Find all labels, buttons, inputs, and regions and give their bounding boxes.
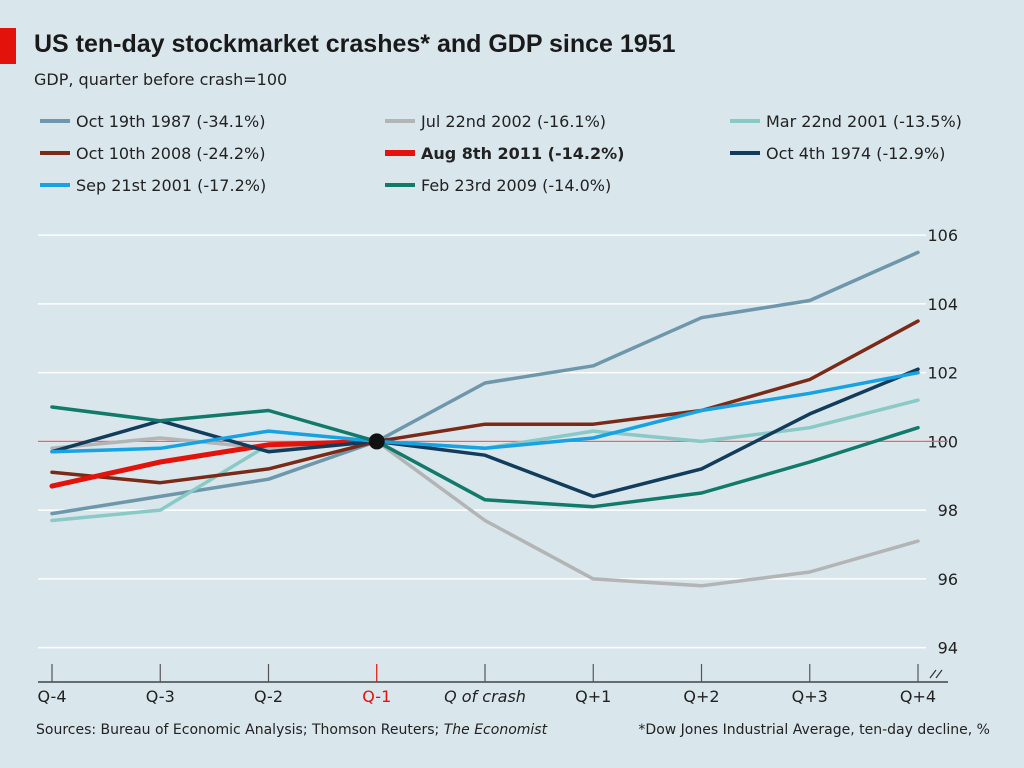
y-tick-label-96: 96: [938, 570, 958, 589]
legend-item-sep-21st-2001-17-2: Sep 21st 2001 (-17.2%): [40, 172, 266, 198]
y-tick-label-98: 98: [938, 501, 958, 520]
x-tick-label-q-3: Q+3: [792, 687, 828, 706]
legend-label: Feb 23rd 2009 (-14.0%): [421, 175, 612, 195]
legend-item-oct-19th-1987-34-1: Oct 19th 1987 (-34.1%): [40, 108, 266, 134]
chart-title: US ten-day stockmarket crashes* and GDP …: [34, 30, 676, 58]
legend-label: Mar 22nd 2001 (-13.5%): [766, 111, 962, 131]
legend-swatch: [40, 119, 70, 123]
series-line-oct-4th-1974-12-9: [50, 367, 920, 499]
series-line-aug-8th-2011-14-2: [49, 438, 380, 489]
legend-label: Jul 22nd 2002 (-16.1%): [421, 111, 607, 131]
legend-item-feb-23rd-2009-14-0: Feb 23rd 2009 (-14.0%): [385, 172, 611, 198]
x-tick-label-q-4: Q-4: [38, 687, 67, 706]
brand-tab: [0, 28, 16, 64]
series-line-sep-21st-2001-17-2: [50, 370, 920, 454]
x-tick-label-q-1: Q-1: [362, 687, 391, 706]
legend-item-jul-22nd-2002-16-1: Jul 22nd 2002 (-16.1%): [385, 108, 606, 134]
legend-swatch: [40, 151, 70, 155]
legend-item-oct-10th-2008-24-2: Oct 10th 2008 (-24.2%): [40, 140, 266, 166]
y-tick-label-104: 104: [927, 295, 958, 314]
legend-label: Aug 8th 2011 (-14.2%): [421, 143, 625, 163]
y-tick-label-106: 106: [927, 226, 958, 245]
legend-swatch: [385, 183, 415, 187]
x-tick-label-q-2: Q+2: [683, 687, 719, 706]
legend-label: Oct 4th 1974 (-12.9%): [766, 143, 946, 163]
x-tick-label-q-3: Q-3: [146, 687, 175, 706]
x-tick-label-q-of-crash: Q of crash: [444, 687, 526, 706]
series-line-oct-10th-2008-24-2: [50, 319, 920, 485]
legend: Oct 19th 1987 (-34.1%) Jul 22nd 2002 (-16…: [40, 108, 1010, 208]
y-tick-label-94: 94: [938, 639, 958, 658]
x-tick-label-q-4: Q+4: [900, 687, 936, 706]
footnote: *Dow Jones Industrial Average, ten-day d…: [638, 722, 990, 738]
legend-swatch: [730, 151, 760, 155]
axis-break-mark: [929, 669, 943, 679]
legend-item-oct-4th-1974-12-9: Oct 4th 1974 (-12.9%): [730, 140, 945, 166]
legend-swatch: [40, 183, 70, 187]
chart-subtitle: GDP, quarter before crash=100: [34, 70, 288, 89]
x-tick-label-q-1: Q+1: [575, 687, 611, 706]
legend-item-aug-8th-2011-14-2: Aug 8th 2011 (-14.2%): [385, 140, 624, 166]
legend-item-mar-22nd-2001-13-5: Mar 22nd 2001 (-13.5%): [730, 108, 962, 134]
sources-prefix: Sources: Bureau of Economic Analysis; Th…: [36, 722, 444, 738]
series-line-feb-23rd-2009-14-0: [50, 405, 920, 509]
x-tick-label-q-2: Q-2: [254, 687, 283, 706]
sources-publication: The Economist: [443, 722, 548, 738]
legend-label: Oct 10th 2008 (-24.2%): [76, 143, 266, 163]
legend-swatch: [730, 119, 760, 123]
legend-swatch: [385, 150, 415, 156]
y-tick-label-102: 102: [927, 364, 958, 383]
legend-label: Sep 21st 2001 (-17.2%): [76, 175, 267, 195]
legend-label: Oct 19th 1987 (-34.1%): [76, 111, 266, 131]
sources-note: Sources: Bureau of Economic Analysis; Th…: [36, 722, 547, 738]
legend-swatch: [385, 119, 415, 123]
series-line-oct-19th-1987-34-1: [50, 250, 920, 516]
crash-base-marker: [368, 433, 385, 450]
